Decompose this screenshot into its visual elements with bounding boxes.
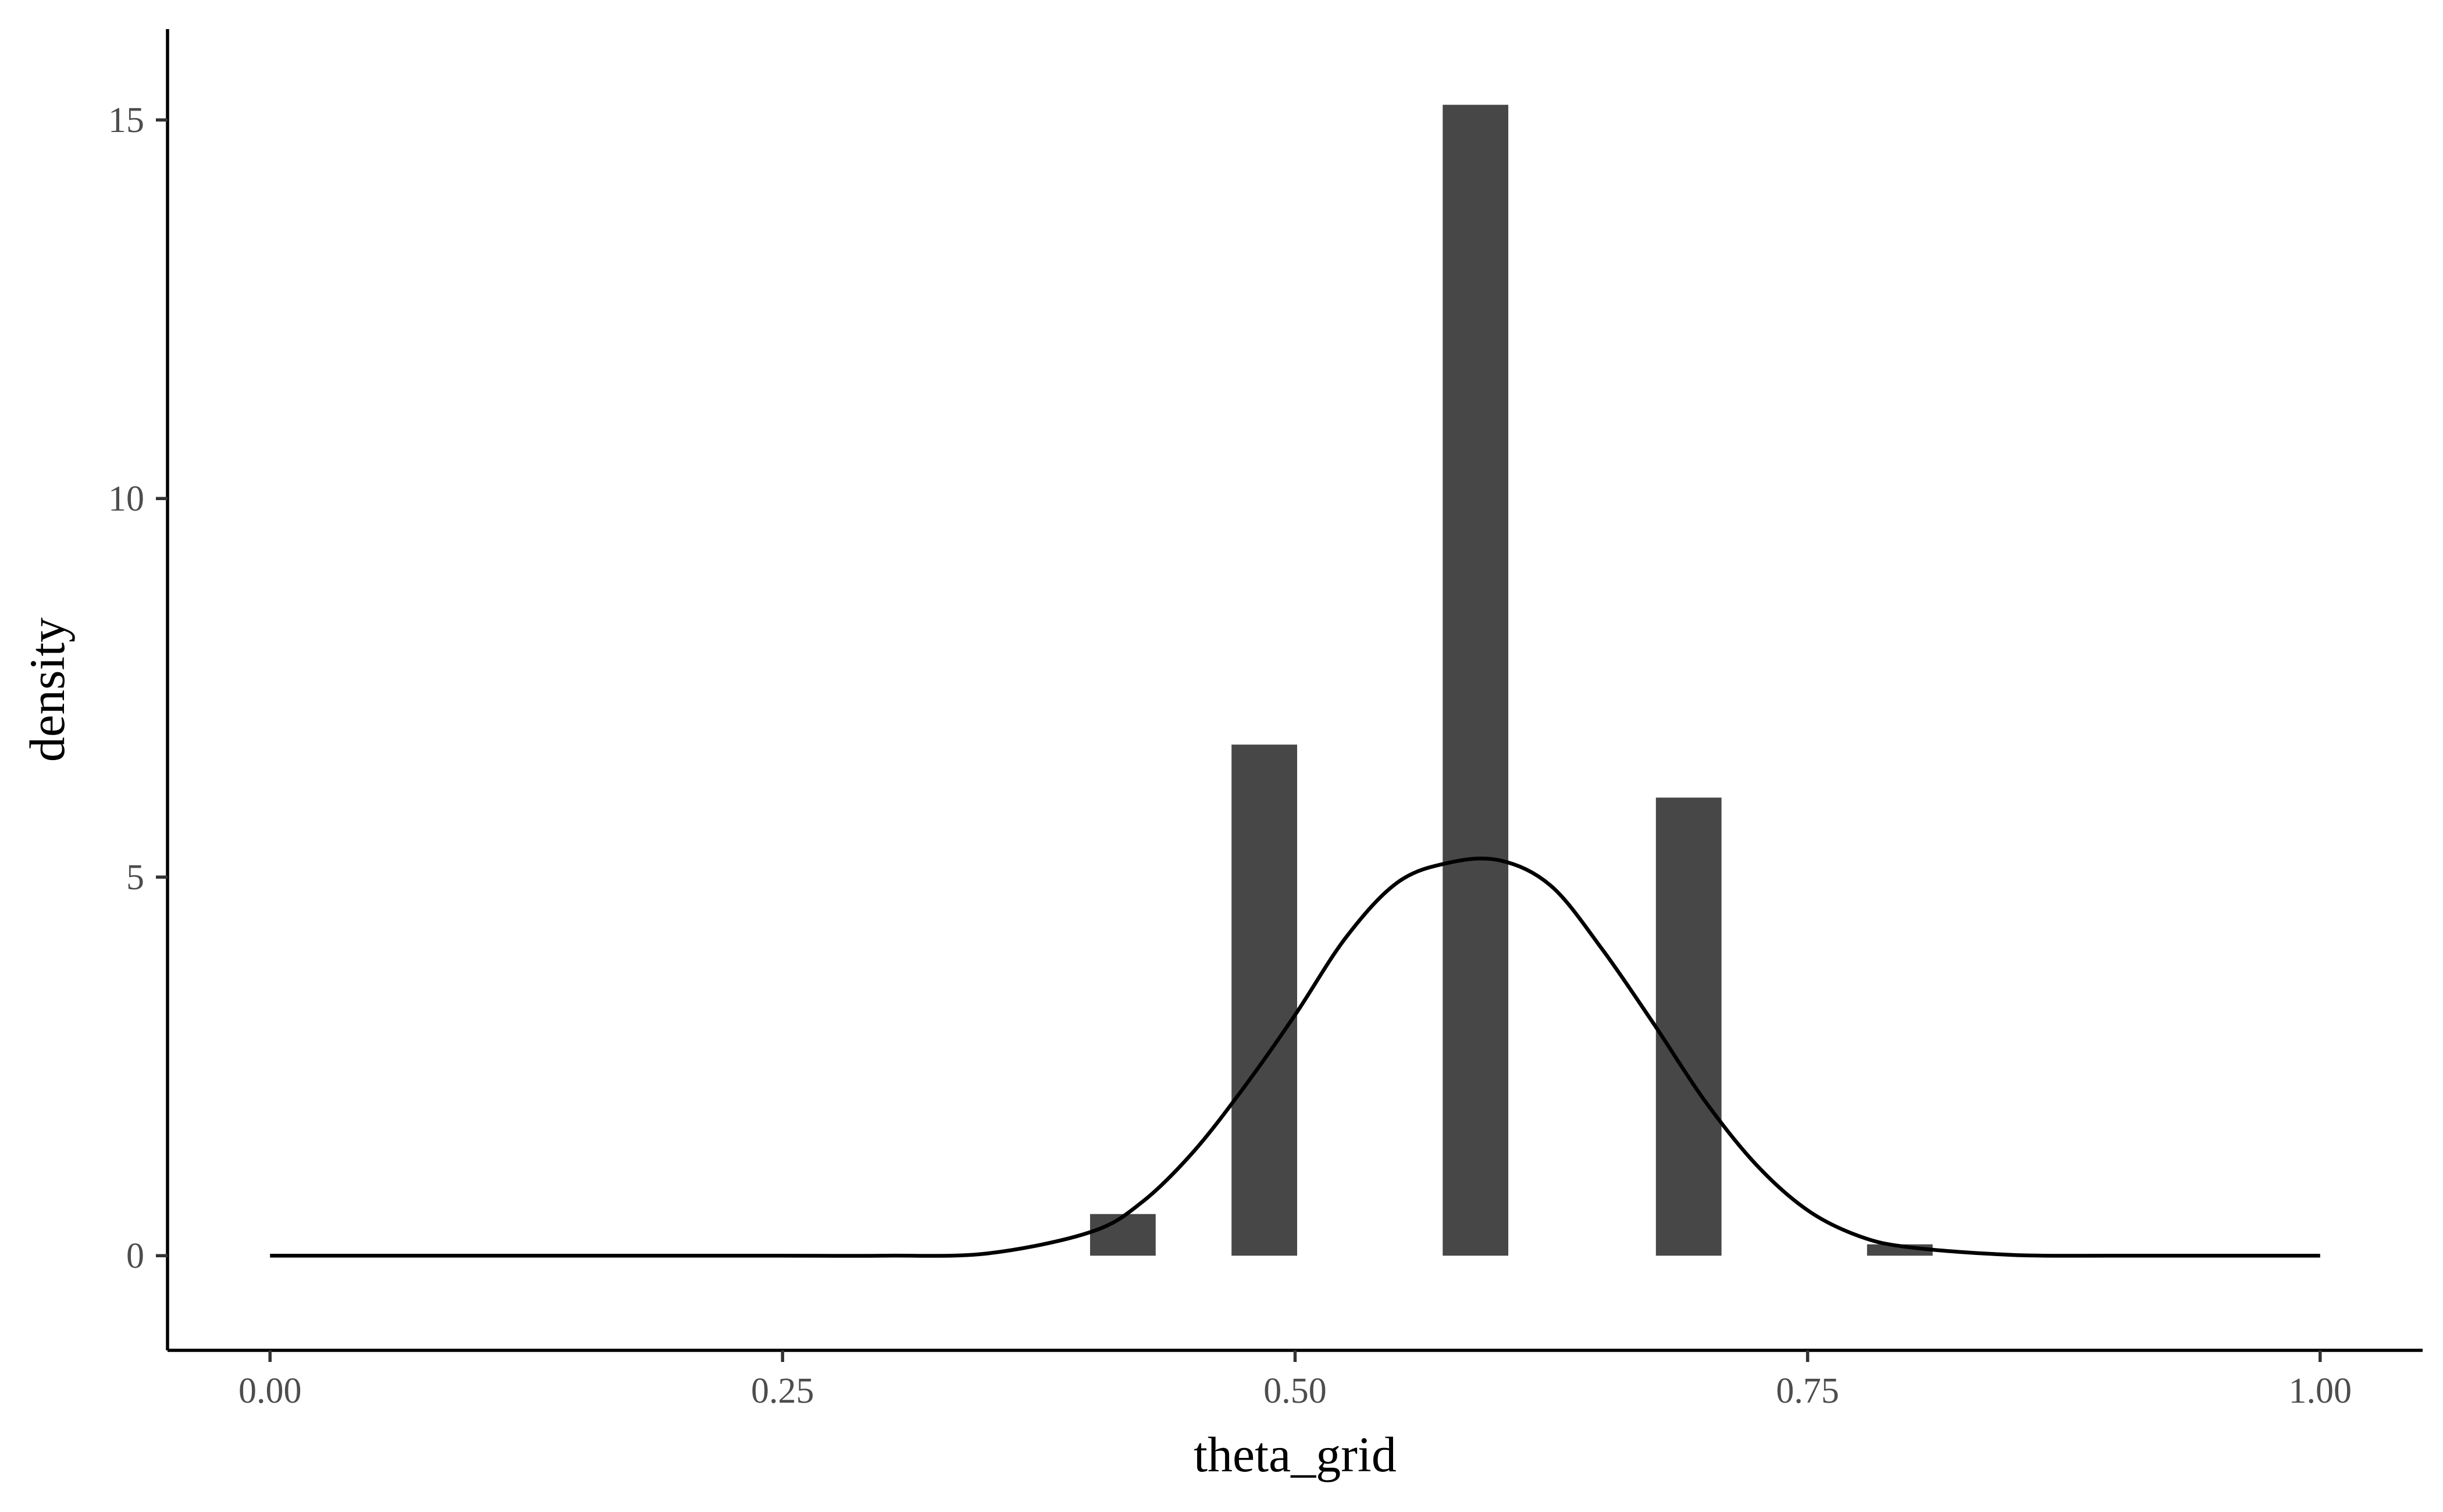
x-tick-label-2: 0.25	[751, 1371, 814, 1411]
ticks-layer: 0.00 0.25 0.50 0.75 1.00 0 5 10 15	[108, 101, 2352, 1411]
x-tick-label-1: 0.00	[238, 1371, 302, 1411]
x-tick-label-4: 0.75	[1776, 1371, 1839, 1411]
x-tick-label-3: 0.50	[1263, 1371, 1327, 1411]
y-tick-label-3: 10	[108, 479, 144, 519]
x-tick-label-5: 1.00	[2289, 1371, 2352, 1411]
x-axis-title: theta_grid	[1194, 1427, 1397, 1482]
histogram-bar-2	[1231, 744, 1298, 1256]
y-tick-label-2: 5	[126, 858, 144, 897]
histogram-bar-3	[1443, 105, 1509, 1256]
bars-layer	[1090, 105, 1933, 1256]
histogram-bar-1	[1090, 1214, 1156, 1256]
curve-layer	[270, 857, 2320, 1258]
histogram-bar-4	[1655, 797, 1722, 1256]
density-curve	[270, 857, 2320, 1258]
y-tick-label-4: 15	[108, 101, 144, 140]
y-tick-label-1: 0	[126, 1236, 144, 1276]
y-axis-title: density	[19, 618, 75, 762]
